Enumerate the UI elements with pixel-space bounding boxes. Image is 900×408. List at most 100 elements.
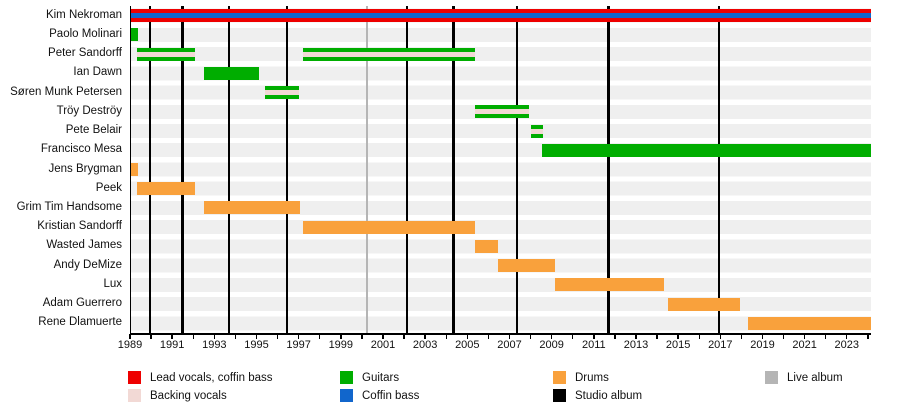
live-album-swatch-icon <box>765 371 778 384</box>
legend: Lead vocals, coffin bass Backing vocals … <box>128 369 843 404</box>
x-axis-tick-label: 2011 <box>581 339 606 351</box>
coffin-bass-swatch-icon <box>340 389 353 402</box>
legend-item-lead-vocals: Lead vocals, coffin bass <box>128 369 340 386</box>
legend-label: Drums <box>575 371 609 384</box>
bar-stripe <box>530 128 544 134</box>
timeline-bar <box>530 124 544 138</box>
x-axis-tick <box>255 334 258 339</box>
member-label: Søren Munk Petersen <box>10 85 122 98</box>
x-axis-tick <box>593 334 595 339</box>
x-axis-tick <box>297 334 300 339</box>
member-label: Pete Belair <box>65 124 122 137</box>
member-label: Kim Nekroman <box>45 8 122 21</box>
x-axis-tick-label: 2007 <box>497 339 522 351</box>
x-axis-tick-label: 1989 <box>117 339 143 351</box>
timeline-bar <box>474 105 530 119</box>
x-axis-tick <box>340 334 342 339</box>
x-axis-tick <box>129 334 131 339</box>
bar-stripe <box>264 90 299 96</box>
x-axis-tick <box>213 334 216 339</box>
timeline-bar <box>131 163 139 176</box>
member-label: Francisco Mesa <box>40 143 122 156</box>
x-axis-tick-label: 2015 <box>665 339 691 351</box>
member-label: Grim Tim Handsome <box>16 200 122 213</box>
studio-album-line <box>452 6 455 333</box>
x-axis-tick <box>719 334 721 339</box>
plot-area <box>130 6 871 333</box>
timeline-bar <box>474 239 498 253</box>
x-axis-tick-label: 1999 <box>328 339 354 351</box>
x-axis-tick-label: 2019 <box>750 339 775 351</box>
member-label: Tröy Deströy <box>56 104 122 117</box>
x-axis-tick-label: 2003 <box>412 339 438 351</box>
studio-album-line <box>405 6 409 333</box>
legend-label: Live album <box>787 371 843 384</box>
x-axis-tick <box>382 334 384 339</box>
timeline-bar <box>554 278 665 292</box>
x-axis-tick-label: 1991 <box>159 339 185 351</box>
bar-stripe <box>131 13 871 19</box>
legend-label: Studio album <box>575 389 643 402</box>
legend-item-coffin-bass: Coffin bass <box>340 387 553 404</box>
member-label: Adam Guerrero <box>42 297 122 310</box>
member-label: Andy DeMize <box>53 258 122 271</box>
x-axis-tick <box>614 334 616 339</box>
x-axis-tick <box>825 334 827 339</box>
member-label: Kristian Sandorff <box>37 220 122 233</box>
legend-item-backing-vocals: Backing vocals <box>128 387 340 404</box>
timeline-bar <box>203 201 300 215</box>
legend-label: Guitars <box>362 371 400 384</box>
x-axis-tick-label: 2017 <box>708 339 733 351</box>
studio-album-line <box>717 6 721 333</box>
studio-album-line <box>607 6 610 333</box>
x-axis-tick <box>445 334 447 339</box>
legend-item-studio-album: Studio album <box>553 387 765 404</box>
x-axis-tick <box>276 334 279 339</box>
x-axis-tick <box>361 334 363 339</box>
x-axis-tick <box>740 334 743 339</box>
backing-vocals-swatch-icon <box>128 389 141 402</box>
x-axis-line <box>130 333 871 335</box>
x-axis-tick <box>550 334 553 339</box>
timeline-bar <box>264 86 299 100</box>
lead-vocals-swatch-icon <box>128 371 141 384</box>
legend-label: Backing vocals <box>150 389 227 402</box>
timeline-bar <box>203 66 259 80</box>
bar-stripe <box>302 51 475 57</box>
x-axis-tick-label: 2023 <box>834 339 860 351</box>
x-axis-tick-label: 2013 <box>623 339 649 351</box>
studio-album-line <box>148 6 152 333</box>
legend-label: Coffin bass <box>362 389 420 402</box>
member-label: Peter Sandorff <box>48 47 122 60</box>
x-axis-tick <box>403 334 405 339</box>
legend-label: Lead vocals, coffin bass <box>150 371 273 384</box>
timeline-bar <box>497 259 555 273</box>
timeline-bar <box>747 316 871 330</box>
x-axis-tick-label: 2009 <box>539 339 564 351</box>
studio-album-swatch-icon <box>553 389 566 402</box>
timeline-bar <box>302 47 475 61</box>
x-axis-tick-label: 2001 <box>370 339 396 351</box>
drums-swatch-icon <box>553 371 566 384</box>
x-axis-tick <box>529 334 532 339</box>
x-axis-tick <box>803 334 806 339</box>
x-axis-tick <box>508 334 511 339</box>
x-axis-tick <box>656 334 658 339</box>
member-label: Lux <box>103 277 122 290</box>
member-label: Jens Brygman <box>48 162 122 175</box>
x-axis-tick <box>846 334 848 339</box>
timeline-bar <box>667 297 741 311</box>
x-axis-tick <box>192 334 194 339</box>
x-axis-tick <box>424 334 426 339</box>
x-axis-tick-label: 1997 <box>286 339 311 351</box>
legend-item-drums: Drums <box>553 369 765 386</box>
x-axis-tick-label: 1993 <box>202 339 227 351</box>
live-album-line <box>365 6 369 333</box>
x-axis-tick-label: 2021 <box>792 339 817 351</box>
legend-item-guitars: Guitars <box>340 369 553 386</box>
studio-album-line <box>285 6 289 333</box>
x-axis-tick <box>761 334 764 339</box>
x-axis-tick-label: 1995 <box>244 339 269 351</box>
x-axis-tick <box>466 334 468 339</box>
